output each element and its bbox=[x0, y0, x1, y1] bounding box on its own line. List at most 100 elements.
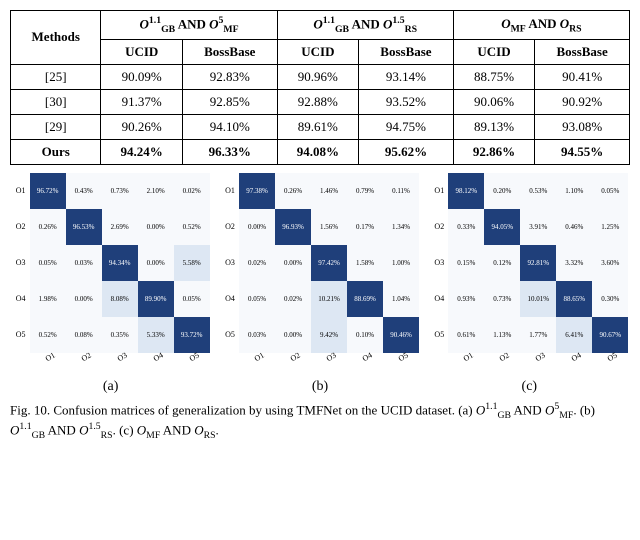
matrix-ylabel: O2 bbox=[12, 209, 30, 245]
table-cell: 90.96% bbox=[277, 64, 358, 89]
sub-header: BossBase bbox=[535, 39, 630, 64]
matrix-grid: O198.12%0.20%0.53%1.10%0.05%O20.33%94.05… bbox=[430, 173, 628, 371]
matrix-cell: 0.11% bbox=[383, 173, 419, 209]
table-cell: 91.37% bbox=[101, 89, 182, 114]
matrix-cell: 0.03% bbox=[66, 245, 102, 281]
matrix-cell: 94.34% bbox=[102, 245, 138, 281]
matrix-cell: 0.53% bbox=[520, 173, 556, 209]
matrix-ylabel: O1 bbox=[430, 173, 448, 209]
sub-header: BossBase bbox=[359, 39, 454, 64]
matrix-cell: 0.05% bbox=[592, 173, 628, 209]
table-cell: 96.33% bbox=[182, 139, 277, 164]
matrix-cell: 96.53% bbox=[66, 209, 102, 245]
matrix-cell: 10.01% bbox=[520, 281, 556, 317]
matrix-grid: O197.38%0.26%1.46%0.79%0.11%O20.00%96.93… bbox=[221, 173, 419, 371]
matrix-cell: 96.72% bbox=[30, 173, 66, 209]
matrix-cell: 1.56% bbox=[311, 209, 347, 245]
matrix-ylabel: O4 bbox=[221, 281, 239, 317]
subcaption: (b) bbox=[312, 379, 328, 395]
table-cell: 95.62% bbox=[359, 139, 454, 164]
matrix-ylabel: O5 bbox=[221, 317, 239, 353]
table-header-row-1: Methods O1.1GB AND O5MF O1.1GB AND O1.5R… bbox=[11, 11, 630, 40]
matrix-cell: 0.02% bbox=[174, 173, 210, 209]
matrix-ylabel: O2 bbox=[221, 209, 239, 245]
table-cell: 93.52% bbox=[359, 89, 454, 114]
matrix-cell: 10.21% bbox=[311, 281, 347, 317]
group-header-0: O1.1GB AND O5MF bbox=[101, 11, 277, 40]
confusion-matrix: O197.38%0.26%1.46%0.79%0.11%O20.00%96.93… bbox=[221, 173, 419, 395]
matrix-cell: 0.20% bbox=[484, 173, 520, 209]
matrix-cell: 0.73% bbox=[484, 281, 520, 317]
matrix-ylabel: O5 bbox=[12, 317, 30, 353]
sub-header: UCID bbox=[453, 39, 534, 64]
matrix-ylabel: O4 bbox=[430, 281, 448, 317]
matrix-cell: 0.02% bbox=[239, 245, 275, 281]
group-header-1: O1.1GB AND O1.5RS bbox=[277, 11, 453, 40]
matrix-cell: 0.93% bbox=[448, 281, 484, 317]
matrix-grid: O196.72%0.43%0.73%2.10%0.02%O20.26%96.53… bbox=[12, 173, 210, 371]
matrix-cell: 3.91% bbox=[520, 209, 556, 245]
sub-header: BossBase bbox=[182, 39, 277, 64]
matrix-cell: 0.00% bbox=[138, 209, 174, 245]
methods-header: Methods bbox=[11, 11, 101, 65]
table-cell: 94.08% bbox=[277, 139, 358, 164]
matrix-ylabel: O4 bbox=[12, 281, 30, 317]
matrix-cell: 0.00% bbox=[66, 281, 102, 317]
matrix-cell: 3.32% bbox=[556, 245, 592, 281]
confusion-matrix: O196.72%0.43%0.73%2.10%0.02%O20.26%96.53… bbox=[12, 173, 210, 395]
matrix-cell: 1.10% bbox=[556, 173, 592, 209]
matrix-cell: 0.52% bbox=[174, 209, 210, 245]
table-cell: 93.14% bbox=[359, 64, 454, 89]
matrix-ylabel: O1 bbox=[221, 173, 239, 209]
matrix-cell: 0.00% bbox=[239, 209, 275, 245]
table-row: Ours94.24%96.33%94.08%95.62%92.86%94.55% bbox=[11, 139, 630, 164]
table-cell: 88.75% bbox=[453, 64, 534, 89]
sub-header: UCID bbox=[101, 39, 182, 64]
subcaption: (c) bbox=[522, 379, 538, 395]
matrix-cell: 1.46% bbox=[311, 173, 347, 209]
table-cell: 90.41% bbox=[535, 64, 630, 89]
method-label: [30] bbox=[11, 89, 101, 114]
method-label: Ours bbox=[11, 139, 101, 164]
matrix-ylabel: O3 bbox=[221, 245, 239, 281]
matrix-cell: 88.65% bbox=[556, 281, 592, 317]
matrix-cell: 89.90% bbox=[138, 281, 174, 317]
table-cell: 90.06% bbox=[453, 89, 534, 114]
results-table: Methods O1.1GB AND O5MF O1.1GB AND O1.5R… bbox=[10, 10, 630, 165]
matrix-cell: 88.69% bbox=[347, 281, 383, 317]
matrix-cell: 0.73% bbox=[102, 173, 138, 209]
matrix-cell: 97.38% bbox=[239, 173, 275, 209]
table-cell: 89.61% bbox=[277, 114, 358, 139]
matrix-cell: 1.04% bbox=[383, 281, 419, 317]
table-cell: 90.09% bbox=[101, 64, 182, 89]
matrix-cell: 2.69% bbox=[102, 209, 138, 245]
group-header-2: OMF AND ORS bbox=[453, 11, 629, 40]
matrix-cell: 0.26% bbox=[30, 209, 66, 245]
table-cell: 89.13% bbox=[453, 114, 534, 139]
matrix-cell: 0.79% bbox=[347, 173, 383, 209]
matrices-container: O196.72%0.43%0.73%2.10%0.02%O20.26%96.53… bbox=[10, 173, 630, 395]
subcaption: (a) bbox=[103, 379, 119, 395]
matrix-cell: 0.46% bbox=[556, 209, 592, 245]
table-cell: 93.08% bbox=[535, 114, 630, 139]
table-row: [29]90.26%94.10%89.61%94.75%89.13%93.08% bbox=[11, 114, 630, 139]
matrix-cell: 5.58% bbox=[174, 245, 210, 281]
matrix-cell: 0.43% bbox=[66, 173, 102, 209]
method-label: [29] bbox=[11, 114, 101, 139]
table-cell: 94.75% bbox=[359, 114, 454, 139]
table-row: [30]91.37%92.85%92.88%93.52%90.06%90.92% bbox=[11, 89, 630, 114]
table-cell: 90.92% bbox=[535, 89, 630, 114]
matrix-cell: 0.00% bbox=[275, 245, 311, 281]
matrix-cell: 3.60% bbox=[592, 245, 628, 281]
matrix-cell: 0.17% bbox=[347, 209, 383, 245]
matrix-cell: 0.15% bbox=[448, 245, 484, 281]
matrix-cell: 1.98% bbox=[30, 281, 66, 317]
matrix-ylabel: O2 bbox=[430, 209, 448, 245]
matrix-cell: 1.25% bbox=[592, 209, 628, 245]
table-row: [25]90.09%92.83%90.96%93.14%88.75%90.41% bbox=[11, 64, 630, 89]
table-cell: 92.83% bbox=[182, 64, 277, 89]
matrix-cell: 0.05% bbox=[30, 245, 66, 281]
sub-header: UCID bbox=[277, 39, 358, 64]
table-cell: 92.85% bbox=[182, 89, 277, 114]
matrix-cell: 0.05% bbox=[239, 281, 275, 317]
